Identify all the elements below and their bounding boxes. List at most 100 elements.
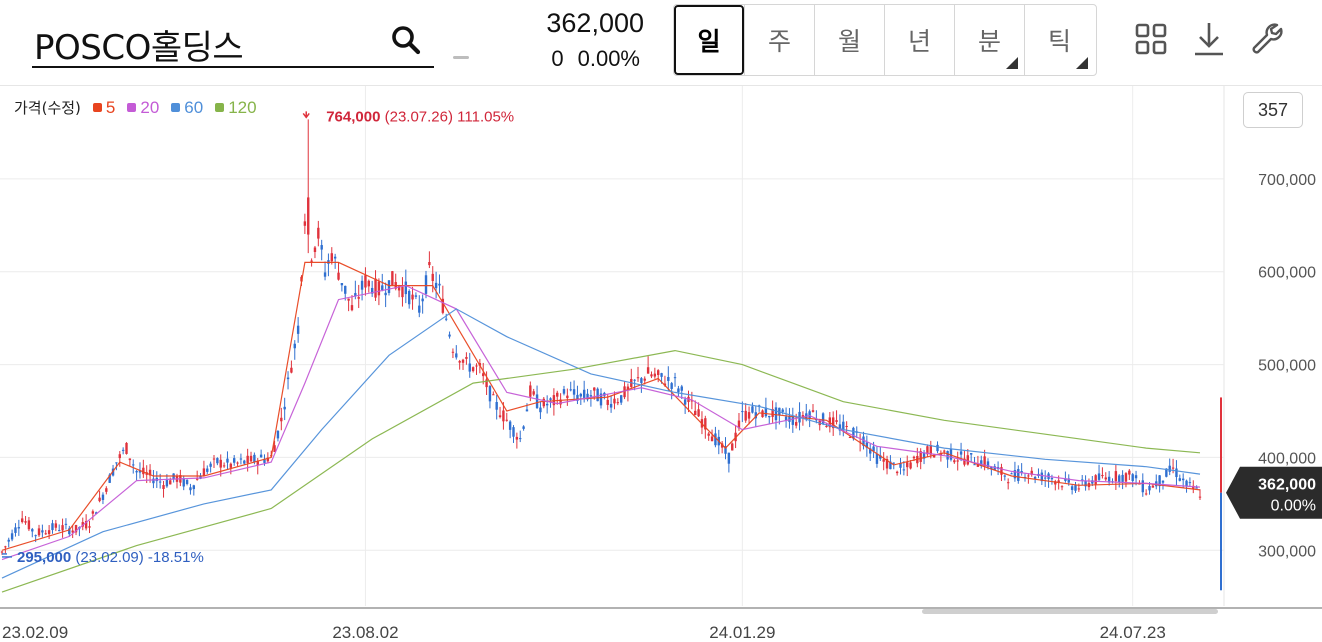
candle-body xyxy=(374,278,377,298)
candle-body xyxy=(869,448,872,454)
candle-body xyxy=(1017,469,1020,481)
candle-body xyxy=(535,394,539,409)
candle-body xyxy=(586,393,589,400)
candle-body xyxy=(613,398,616,404)
candle-body xyxy=(330,253,333,262)
candle-body xyxy=(1084,480,1087,487)
period-tab[interactable]: 월 xyxy=(814,5,884,75)
candle-body xyxy=(206,468,209,472)
candle-body xyxy=(41,530,44,533)
candle-body xyxy=(1188,482,1192,484)
period-tab[interactable]: 주 xyxy=(744,5,814,75)
candle-body xyxy=(885,459,889,469)
candle-body xyxy=(552,395,556,406)
candle-body xyxy=(239,458,243,460)
wrench-icon[interactable] xyxy=(1250,20,1284,58)
search-icon[interactable] xyxy=(390,24,422,56)
candle-body xyxy=(253,454,256,463)
candle-body xyxy=(91,511,95,514)
candle-body xyxy=(492,394,495,396)
period-tab[interactable]: 분 xyxy=(954,5,1024,75)
period-tab[interactable]: 일 xyxy=(674,5,744,75)
candle-body xyxy=(1165,468,1168,477)
candle-body xyxy=(579,393,583,397)
submenu-corner-icon xyxy=(1006,57,1018,69)
candle-body xyxy=(468,363,471,372)
stock-search-field[interactable]: POSCO홀딩스 xyxy=(32,14,434,68)
candle-body xyxy=(953,460,956,463)
candle-body xyxy=(657,370,660,376)
candle-body xyxy=(337,272,340,280)
candle-body xyxy=(673,377,677,379)
legend-label: 60 xyxy=(184,97,204,117)
candle-body xyxy=(293,343,296,349)
candle-body xyxy=(448,334,451,337)
candle-body xyxy=(821,413,825,424)
candle-body xyxy=(438,283,441,286)
candle-body xyxy=(31,529,34,532)
candle-body xyxy=(34,535,37,537)
layout-grid-icon[interactable] xyxy=(1134,20,1168,58)
candle-body xyxy=(1107,476,1111,483)
candle-body xyxy=(14,527,17,533)
candle-body xyxy=(418,305,421,313)
download-icon[interactable] xyxy=(1192,20,1226,58)
candle-body xyxy=(384,292,387,296)
candle-body xyxy=(781,409,784,412)
candle-body xyxy=(350,305,354,311)
period-tab-label: 주 xyxy=(767,27,791,56)
candle-body xyxy=(24,521,27,523)
candle-body xyxy=(663,383,667,386)
candle-body xyxy=(852,427,855,439)
legend-item[interactable]: 5 xyxy=(92,98,115,118)
candle-body xyxy=(313,247,317,253)
period-tab[interactable]: 년 xyxy=(884,5,954,75)
candle-body xyxy=(165,480,169,487)
candle-body xyxy=(286,377,290,380)
period-tab-label: 월 xyxy=(837,27,861,56)
moving-average-line xyxy=(1,284,1201,561)
candle-body xyxy=(485,379,488,388)
candle-body xyxy=(414,295,418,297)
candle-body xyxy=(1000,467,1003,475)
candle-body xyxy=(1101,474,1104,477)
candle-body xyxy=(290,367,293,373)
candle-body xyxy=(276,430,280,439)
candle-body xyxy=(969,453,973,455)
period-tab[interactable]: 틱 xyxy=(1024,5,1094,75)
candle-body xyxy=(677,388,680,393)
candle-body xyxy=(946,451,949,460)
change-rate: 0.00% xyxy=(577,46,640,71)
candle-body xyxy=(1030,470,1033,475)
candle-body xyxy=(434,282,438,289)
candle-body xyxy=(980,460,983,467)
candle-body xyxy=(710,436,714,442)
visible-range-count[interactable]: 357 xyxy=(1243,92,1303,128)
candle-body xyxy=(912,456,916,459)
candle-body xyxy=(249,455,253,462)
candle-body xyxy=(1077,488,1081,490)
candle-body xyxy=(1185,480,1188,487)
candle-body xyxy=(441,298,445,313)
candle-body xyxy=(1020,470,1023,473)
candle-body xyxy=(465,356,468,359)
price-chart[interactable]: 700,000 600,000 500,000 400,000 300,000 23.02… xyxy=(0,86,1322,642)
candle-body xyxy=(986,461,990,467)
candle-body xyxy=(707,433,710,436)
candle-body xyxy=(943,450,946,452)
chart-legend: 가격(수정) 5 20 60 120 xyxy=(14,97,257,118)
candle-body xyxy=(61,525,64,531)
candle-body xyxy=(461,359,465,363)
candle-body xyxy=(774,407,778,421)
candle-body xyxy=(589,395,593,397)
candle-body xyxy=(243,460,246,464)
chart-header: POSCO홀딩스 362,000 0 0.00% 일 주 월 년 분 틱 xyxy=(0,0,1322,86)
last-price-value: 362,000 xyxy=(1258,477,1316,494)
candle-body xyxy=(495,402,498,410)
legend-item[interactable]: 20 xyxy=(127,98,159,118)
legend-item[interactable]: 120 xyxy=(215,98,257,118)
candle-body xyxy=(562,389,566,394)
legend-item[interactable]: 60 xyxy=(171,98,203,118)
candle-body xyxy=(697,409,700,417)
candle-body xyxy=(185,479,189,484)
